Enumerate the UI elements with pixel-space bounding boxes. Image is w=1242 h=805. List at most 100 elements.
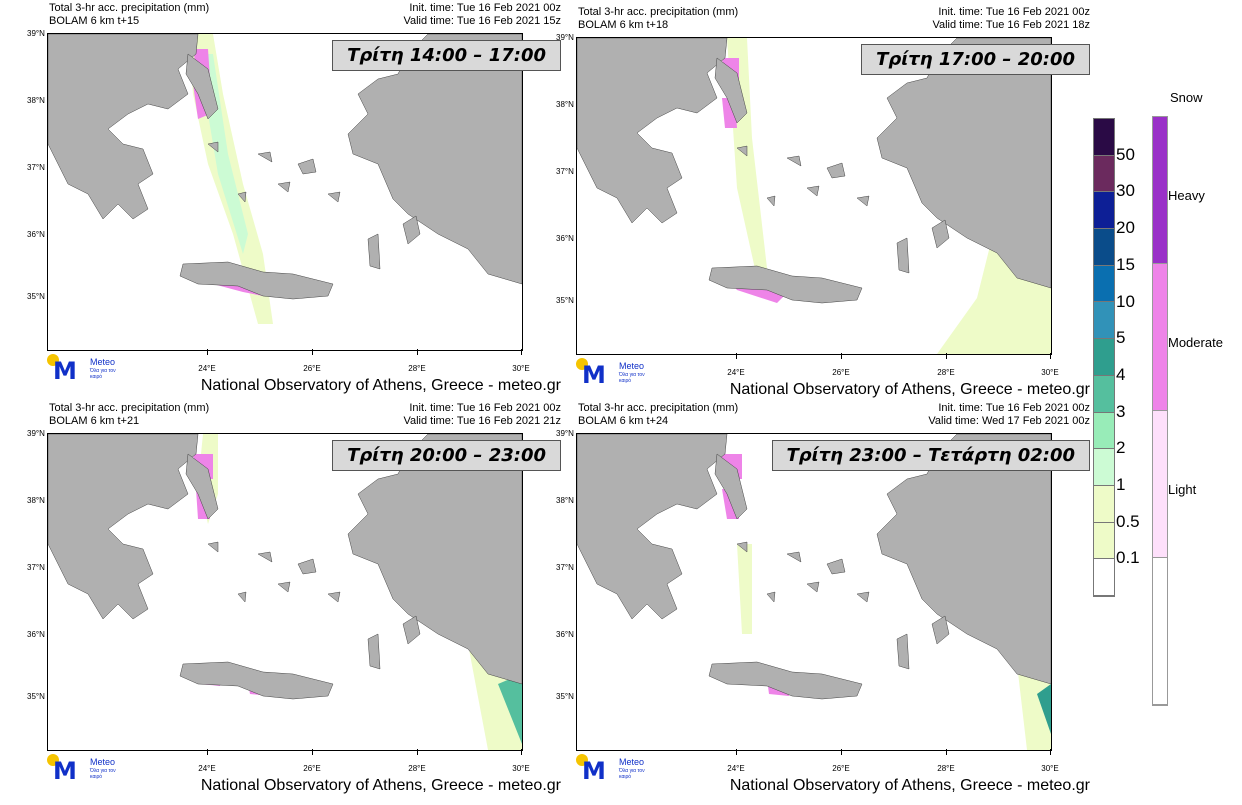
precipitation-map <box>47 433 523 751</box>
lon-tick-label: 26°E <box>832 368 850 377</box>
lon-tick-label: 28°E <box>408 364 426 373</box>
precipitation-map <box>47 33 523 351</box>
colorbar-swatch <box>1094 339 1114 376</box>
lat-tick-label: 37°N <box>556 167 574 176</box>
lat-tick-label: 38°N <box>556 100 574 109</box>
snow-legend-title: Snow <box>1170 90 1203 105</box>
credit-text: National Observatory of Athens, Greece -… <box>729 777 1090 794</box>
colorbar-swatch <box>1094 522 1114 560</box>
colorbar-label: 20 <box>1116 218 1135 238</box>
time-range-banner: Τρίτη 17:00 – 20:00 <box>861 44 1090 75</box>
lon-tick-label: 24°E <box>727 764 745 773</box>
map-panel: Total 3-hr acc. precipitation (mm) BOLAM … <box>27 402 561 802</box>
lon-tick-label: 24°E <box>198 764 216 773</box>
snow-swatch <box>1153 558 1167 705</box>
map-panel: Total 3-hr acc. precipitation (mm) BOLAM … <box>27 2 561 402</box>
lon-tick-label: 26°E <box>832 764 850 773</box>
lat-tick-label: 37°N <box>27 163 45 172</box>
lon-tick-label: 28°E <box>408 764 426 773</box>
precip-colorbar <box>1093 118 1115 597</box>
colorbar-label: 4 <box>1116 364 1126 384</box>
lon-tick <box>946 749 947 755</box>
lon-tick-label: 24°E <box>727 368 745 377</box>
lon-tick <box>521 349 522 355</box>
lon-tick <box>417 349 418 355</box>
colorbar-swatch <box>1094 119 1114 156</box>
lon-tick <box>841 749 842 755</box>
lon-tick <box>736 749 737 755</box>
lon-tick <box>946 353 947 359</box>
colorbar-swatch <box>1094 559 1114 596</box>
colorbar-swatch <box>1094 375 1114 413</box>
credit-text: National Observatory of Athens, Greece -… <box>200 377 561 394</box>
lat-tick-label: 38°N <box>27 96 45 105</box>
colorbar-label: 3 <box>1116 401 1126 421</box>
meteo-logo: M Meteo Όλα για τον καιρό <box>47 354 127 384</box>
lon-tick <box>207 749 208 755</box>
snow-label: Heavy <box>1168 188 1205 203</box>
lat-tick-label: 39°N <box>556 429 574 438</box>
precipitation-map <box>576 433 1052 751</box>
lon-tick-label: 26°E <box>303 364 321 373</box>
snow-swatch <box>1153 411 1167 558</box>
colorbar-label: 5 <box>1116 328 1126 348</box>
lon-tick <box>1050 749 1051 755</box>
snow-label: Light <box>1168 482 1197 497</box>
credit-text: National Observatory of Athens, Greece -… <box>200 777 561 794</box>
lon-tick <box>841 353 842 359</box>
lat-tick-label: 36°N <box>556 630 574 639</box>
lat-tick-label: 35°N <box>27 292 45 301</box>
lon-tick <box>521 749 522 755</box>
panel-times: Init. time: Tue 16 Feb 2021 00z Valid tim… <box>928 402 1090 427</box>
meteo-logo: M Meteo Όλα για τον καιρό <box>47 754 127 784</box>
snow-swatch <box>1153 117 1167 264</box>
lat-tick-label: 39°N <box>556 33 574 42</box>
lat-tick-label: 35°N <box>556 296 574 305</box>
map-panel: Total 3-hr acc. precipitation (mm) BOLAM … <box>556 6 1090 406</box>
colorbar-label: 50 <box>1116 144 1135 164</box>
lon-tick-label: 24°E <box>198 364 216 373</box>
lon-tick-label: 30°E <box>512 764 530 773</box>
map-panel: Total 3-hr acc. precipitation (mm) BOLAM … <box>556 402 1090 802</box>
snow-label: Moderate <box>1168 335 1223 350</box>
colorbar-swatch <box>1094 302 1114 340</box>
lat-tick-label: 39°N <box>27 29 45 38</box>
panel-times: Init. time: Tue 16 Feb 2021 00z Valid tim… <box>403 2 561 27</box>
lon-tick <box>207 349 208 355</box>
lon-tick-label: 26°E <box>303 764 321 773</box>
colorbar-label: 10 <box>1116 291 1135 311</box>
lat-tick-label: 39°N <box>27 429 45 438</box>
lat-tick-label: 38°N <box>27 496 45 505</box>
panel-title: Total 3-hr acc. precipitation (mm) BOLAM … <box>578 402 739 427</box>
colorbar-label: 0.1 <box>1116 548 1140 568</box>
colorbar-swatch <box>1094 192 1114 230</box>
colorbar-label: 30 <box>1116 181 1135 201</box>
panel-times: Init. time: Tue 16 Feb 2021 00z Valid tim… <box>932 6 1090 31</box>
time-range-banner: Τρίτη 20:00 – 23:00 <box>332 440 561 471</box>
colorbar-swatch <box>1094 449 1114 486</box>
lat-tick-label: 38°N <box>556 496 574 505</box>
panel-title: Total 3-hr acc. precipitation (mm) BOLAM … <box>578 6 739 31</box>
lon-tick <box>312 349 313 355</box>
colorbar-swatch <box>1094 412 1114 450</box>
meteo-logo: M Meteo Όλα για τον καιρό <box>576 358 656 388</box>
lat-tick-label: 36°N <box>27 630 45 639</box>
lat-tick-label: 35°N <box>27 692 45 701</box>
lon-tick-label: 30°E <box>1041 368 1059 377</box>
lat-tick-label: 35°N <box>556 692 574 701</box>
colorbar-swatch <box>1094 155 1114 193</box>
meteo-logo: M Meteo Όλα για τον καιρό <box>576 754 656 784</box>
lon-tick <box>312 749 313 755</box>
colorbar-swatch <box>1094 265 1114 303</box>
time-range-banner: Τρίτη 14:00 – 17:00 <box>332 40 561 71</box>
lon-tick <box>1050 353 1051 359</box>
panel-times: Init. time: Tue 16 Feb 2021 00z Valid tim… <box>403 402 561 427</box>
lon-tick-label: 28°E <box>937 764 955 773</box>
lat-tick-label: 36°N <box>556 234 574 243</box>
lon-tick-label: 30°E <box>512 364 530 373</box>
colorbar-label: 1 <box>1116 475 1126 494</box>
lon-tick <box>736 353 737 359</box>
lon-tick <box>417 749 418 755</box>
colorbar-label: 15 <box>1116 254 1135 274</box>
panel-title: Total 3-hr acc. precipitation (mm) BOLAM … <box>49 402 210 427</box>
